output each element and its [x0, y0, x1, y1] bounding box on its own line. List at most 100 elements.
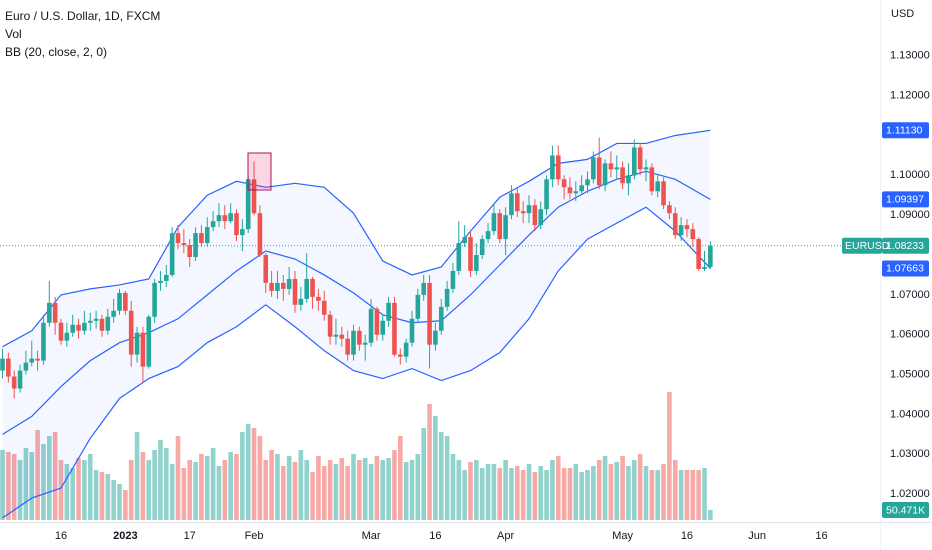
candle-body	[210, 221, 216, 228]
volume-bar	[520, 470, 526, 520]
candle-body	[702, 266, 707, 269]
volume-bar	[550, 460, 555, 520]
volume-bar	[187, 460, 192, 520]
candle-body	[99, 318, 105, 331]
candle-body	[368, 308, 374, 343]
candle-body	[123, 292, 128, 311]
x-tick-label: 2023	[113, 530, 137, 542]
candle-body	[64, 332, 70, 341]
volume-bar	[649, 470, 655, 520]
bb-lower	[2, 206, 711, 519]
volume-bar	[497, 468, 503, 520]
volume-bar	[684, 470, 690, 520]
volume-bar	[591, 466, 596, 520]
volume-bar	[298, 450, 304, 520]
volume-bar	[70, 468, 75, 520]
candle-body	[520, 211, 526, 214]
volume-bar	[316, 456, 321, 520]
bb-lower-badge: 1.07663	[886, 263, 924, 275]
candle-body	[491, 213, 497, 232]
candle-body	[672, 213, 678, 236]
volume-bar	[58, 460, 64, 520]
candle-body	[35, 358, 40, 361]
candle-body	[17, 370, 23, 389]
candle-body	[128, 310, 134, 355]
volume-bar	[158, 440, 163, 520]
candle-body	[667, 205, 672, 214]
candle-body	[351, 330, 356, 355]
volume-bar	[421, 428, 426, 520]
candle-body	[637, 147, 643, 170]
candle-body	[362, 342, 368, 345]
candle-body	[649, 167, 655, 192]
volume-bar	[357, 460, 362, 520]
x-tick-label: Apr	[497, 530, 514, 542]
candle-body	[275, 282, 280, 291]
candle-body	[415, 294, 421, 319]
x-tick-label: 16	[815, 530, 827, 542]
candle-body	[573, 191, 579, 194]
volume-bar	[333, 464, 339, 520]
volume-bar	[240, 432, 245, 520]
volume-bar	[643, 466, 649, 520]
candle-body	[544, 179, 549, 210]
candle-body	[333, 334, 339, 337]
candle-body	[479, 239, 485, 256]
volume-bar	[438, 432, 444, 520]
volume-bar	[222, 460, 228, 520]
volume-bar	[304, 460, 309, 520]
y-tick-label: 1.04000	[890, 408, 930, 420]
x-tick-label: May	[612, 530, 633, 542]
y-tick-label: 1.12000	[890, 90, 930, 102]
volume-bar	[339, 458, 345, 520]
x-tick-label: 17	[184, 530, 196, 542]
band-fill	[2, 130, 711, 519]
candle-body	[503, 215, 508, 240]
candle-body	[286, 278, 292, 289]
volume-bar	[655, 470, 660, 520]
volume-bar	[0, 450, 5, 520]
candle-body	[538, 209, 543, 226]
candle-body	[515, 193, 520, 212]
volume-badge: 50.471K	[886, 504, 925, 516]
bb-upper-badge: 1.11130	[886, 125, 923, 137]
candle-body	[421, 282, 426, 295]
candle-body	[532, 205, 538, 226]
candle-body	[433, 330, 438, 345]
candle-body	[87, 320, 93, 323]
candle-body	[310, 278, 315, 297]
volume-bar	[105, 474, 111, 520]
volume-bar	[99, 472, 105, 520]
candle-body	[263, 255, 269, 283]
volume-bar	[403, 462, 409, 520]
bb-lower-badge-bg	[882, 260, 929, 277]
candle-body	[386, 302, 391, 321]
candle-body	[82, 322, 87, 331]
volume-bar	[351, 454, 356, 520]
candle-body	[251, 179, 257, 214]
candle-body	[444, 288, 450, 307]
volume-bar	[204, 456, 210, 520]
candle-body	[204, 227, 210, 244]
volume-bar	[123, 490, 128, 520]
volume-bar	[164, 448, 169, 520]
candle-body	[316, 296, 321, 301]
candle-body	[292, 278, 298, 305]
candle-body	[234, 213, 239, 236]
candle-body	[23, 362, 29, 371]
candle-body	[169, 233, 175, 275]
candle-body	[105, 316, 111, 331]
candle-body	[281, 282, 286, 289]
volume-bar	[128, 460, 134, 520]
volume-bar	[292, 462, 298, 520]
candle-body	[509, 193, 514, 216]
volume-bar	[140, 452, 146, 520]
volume-bar	[585, 470, 590, 520]
volume-bar	[661, 464, 666, 520]
volume-bar	[111, 480, 116, 520]
volume-bar	[702, 468, 707, 520]
volume-bar	[286, 456, 292, 520]
volume-bar	[6, 452, 11, 520]
candle-body	[596, 157, 602, 186]
candle-body	[0, 358, 5, 371]
